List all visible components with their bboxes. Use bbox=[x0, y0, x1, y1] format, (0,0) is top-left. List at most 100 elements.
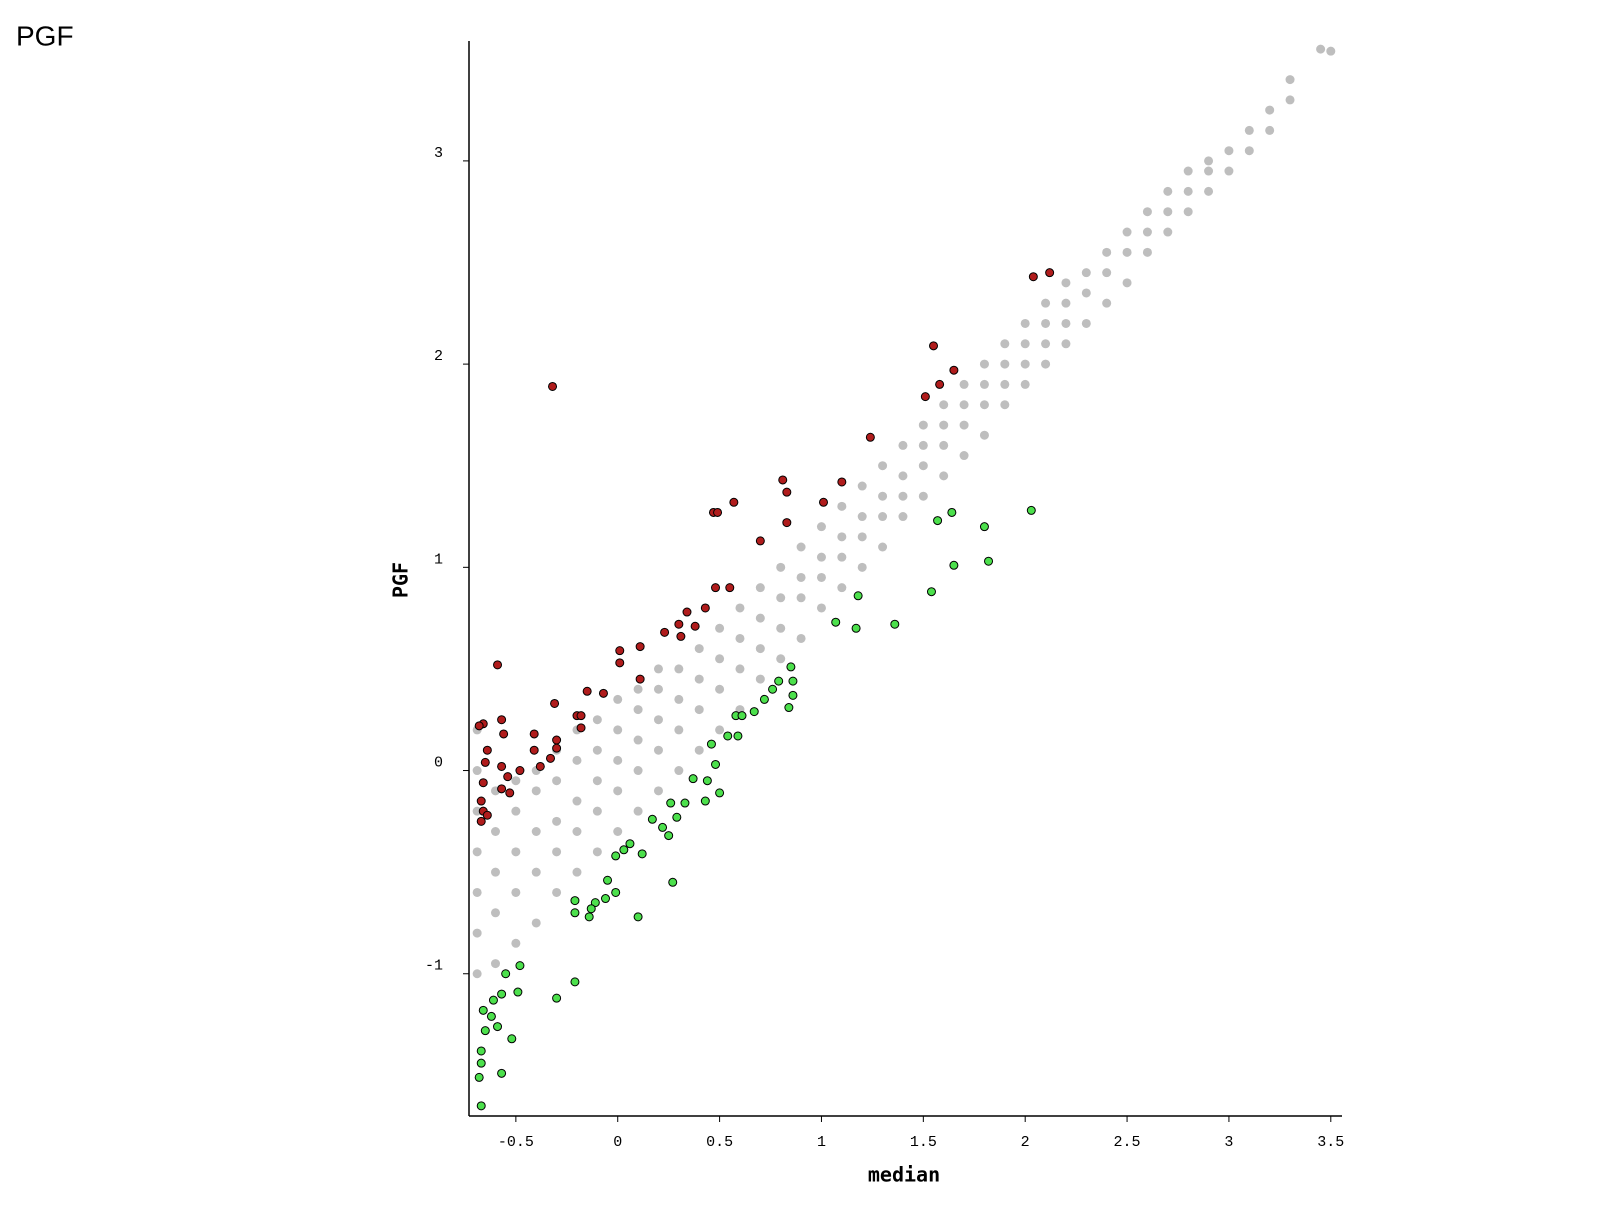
point bbox=[1122, 227, 1132, 237]
point bbox=[488, 995, 498, 1005]
point bbox=[637, 849, 647, 859]
point bbox=[476, 816, 486, 826]
point bbox=[482, 745, 492, 755]
point bbox=[1204, 186, 1214, 196]
point bbox=[653, 684, 663, 694]
point bbox=[1081, 318, 1091, 328]
point bbox=[926, 587, 936, 597]
point bbox=[666, 798, 676, 808]
point bbox=[1020, 379, 1030, 389]
point bbox=[472, 766, 482, 776]
point bbox=[768, 684, 778, 694]
point bbox=[592, 715, 602, 725]
point bbox=[786, 662, 796, 672]
point bbox=[1020, 359, 1030, 369]
point bbox=[700, 796, 710, 806]
point bbox=[737, 711, 747, 721]
point bbox=[851, 623, 861, 633]
point bbox=[570, 908, 580, 918]
point bbox=[788, 676, 798, 686]
point bbox=[552, 887, 562, 897]
point bbox=[550, 698, 560, 708]
point bbox=[735, 664, 745, 674]
point bbox=[935, 379, 945, 389]
point bbox=[729, 497, 739, 507]
point bbox=[586, 904, 596, 914]
point bbox=[837, 532, 847, 542]
point bbox=[979, 522, 989, 532]
point bbox=[784, 703, 794, 713]
point bbox=[613, 725, 623, 735]
point bbox=[939, 420, 949, 430]
point bbox=[733, 731, 743, 741]
point bbox=[694, 644, 704, 654]
point bbox=[837, 477, 847, 487]
point bbox=[1244, 125, 1254, 135]
point bbox=[1061, 298, 1071, 308]
point bbox=[796, 542, 806, 552]
point bbox=[613, 827, 623, 837]
point bbox=[878, 542, 888, 552]
point bbox=[1045, 268, 1055, 278]
point bbox=[497, 784, 507, 794]
point bbox=[1122, 278, 1132, 288]
point bbox=[1285, 95, 1295, 105]
point bbox=[1224, 166, 1234, 176]
point bbox=[1163, 227, 1173, 237]
point bbox=[1028, 272, 1038, 282]
point bbox=[1183, 207, 1193, 217]
point bbox=[939, 400, 949, 410]
point bbox=[613, 786, 623, 796]
point bbox=[1061, 318, 1071, 328]
point bbox=[552, 776, 562, 786]
point bbox=[613, 694, 623, 704]
point bbox=[715, 684, 725, 694]
point bbox=[1204, 166, 1214, 176]
chart-title: PGF bbox=[16, 20, 74, 51]
point bbox=[1000, 379, 1010, 389]
point bbox=[1265, 125, 1275, 135]
point bbox=[480, 1026, 490, 1036]
point bbox=[694, 745, 704, 755]
point bbox=[755, 536, 765, 546]
point bbox=[715, 788, 725, 798]
point bbox=[552, 735, 562, 745]
point bbox=[511, 847, 521, 857]
point bbox=[674, 766, 684, 776]
point bbox=[570, 896, 580, 906]
point bbox=[658, 822, 668, 832]
point bbox=[529, 729, 539, 739]
point bbox=[633, 806, 643, 816]
point bbox=[1224, 146, 1234, 156]
point bbox=[959, 420, 969, 430]
point bbox=[959, 400, 969, 410]
point bbox=[633, 705, 643, 715]
point bbox=[831, 617, 841, 627]
point bbox=[1000, 359, 1010, 369]
x-tick-label: 3.5 bbox=[1317, 1134, 1344, 1151]
point bbox=[493, 1022, 503, 1032]
point bbox=[664, 831, 674, 841]
point bbox=[592, 776, 602, 786]
point bbox=[782, 518, 792, 528]
point bbox=[529, 745, 539, 755]
point bbox=[898, 491, 908, 501]
point bbox=[979, 359, 989, 369]
point bbox=[507, 1034, 517, 1044]
point bbox=[755, 583, 765, 593]
point bbox=[572, 867, 582, 877]
point bbox=[1183, 166, 1193, 176]
point bbox=[898, 512, 908, 522]
point bbox=[918, 461, 928, 471]
x-tick-label: 1.5 bbox=[910, 1134, 937, 1151]
point bbox=[933, 516, 943, 526]
point bbox=[694, 705, 704, 715]
point bbox=[1081, 268, 1091, 278]
point bbox=[584, 912, 594, 922]
point bbox=[511, 887, 521, 897]
x-tick-label: 0.5 bbox=[706, 1134, 733, 1151]
point bbox=[490, 867, 500, 877]
point bbox=[959, 451, 969, 461]
x-tick-label: 1 bbox=[817, 1134, 826, 1151]
point bbox=[472, 969, 482, 979]
